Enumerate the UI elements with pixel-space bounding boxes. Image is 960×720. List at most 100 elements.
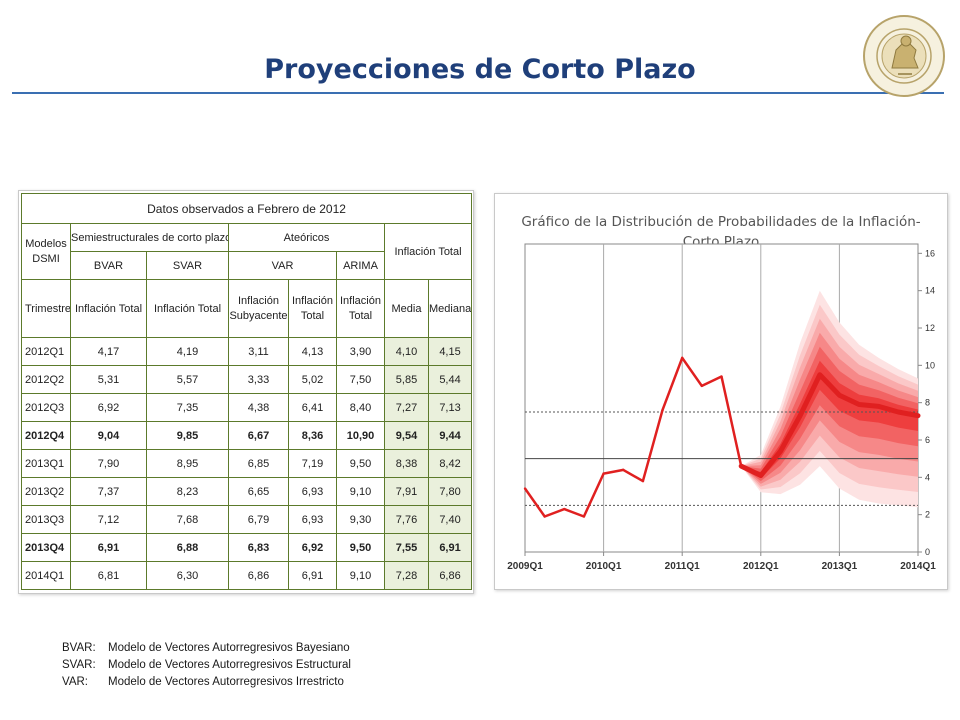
- table-cell: 8,38: [384, 449, 429, 478]
- x-tick-label: 2010Q1: [586, 561, 622, 572]
- x-tick-label: 2009Q1: [507, 561, 543, 572]
- header-semiestructurales: Semiestructurales de corto plazo: [70, 223, 229, 252]
- table-row: 2013Q3 7,12 7,68 6,79 6,93 9,30 7,76 7,40: [21, 505, 473, 534]
- table-cell: 5,44: [427, 365, 473, 394]
- table-cell: 6,93: [288, 477, 337, 506]
- table-cell: 9,50: [336, 449, 385, 478]
- header-trimestre: Trimestre: [21, 279, 71, 338]
- table-cell: 6,92: [288, 533, 337, 562]
- footnote-svar: SVAR: Modelo de Vectores Autorregresivos …: [62, 659, 351, 671]
- y-tick-label: 14: [925, 286, 935, 296]
- table-cell: 8,36: [288, 421, 337, 450]
- table-cell: 4,19: [146, 337, 229, 366]
- table-cell: 9,50: [336, 533, 385, 562]
- header-col-var-sub: Inflación Subyacente: [228, 279, 289, 338]
- header-bvar: BVAR: [70, 251, 147, 280]
- x-tick-label: 2011Q1: [665, 561, 700, 572]
- table-cell: 7,27: [384, 393, 429, 422]
- footnotes: BVAR: Modelo de Vectores Autorregresivos …: [62, 640, 351, 691]
- header-models: Modelos DSMI: [21, 223, 71, 280]
- data-point: [523, 487, 527, 490]
- data-point: [779, 450, 782, 453]
- y-tick-label: 0: [925, 547, 930, 557]
- y-tick-label: 2: [925, 510, 930, 520]
- table-cell: 5,02: [288, 365, 337, 394]
- table-cell: 7,50: [336, 365, 385, 394]
- data-point: [877, 405, 880, 408]
- footnote-bvar: BVAR: Modelo de Vectores Autorregresivos …: [62, 642, 350, 654]
- header-col-var-total: Inflación Total: [288, 279, 337, 338]
- table-cell: 7,13: [427, 393, 473, 422]
- table-cell: 10,90: [336, 421, 385, 450]
- table-cell: 6,79: [228, 505, 289, 534]
- header-col-bvar: Inflación Total: [70, 279, 147, 338]
- data-point: [681, 356, 684, 360]
- header-col-svar: Inflación Total: [146, 279, 229, 338]
- x-tick-label: 2014Q1: [900, 561, 936, 572]
- table-cell: 7,90: [70, 449, 147, 478]
- y-tick-label: 6: [925, 435, 930, 445]
- table-cell: 6,83: [228, 533, 289, 562]
- data-point: [582, 515, 586, 518]
- data-point: [641, 479, 645, 483]
- table-cell: 6,30: [146, 561, 229, 590]
- table-cell-quarter: 2012Q1: [21, 337, 71, 366]
- table-cell-quarter: 2013Q3: [21, 505, 71, 534]
- forecast-table: Datos observados a Febrero de 2012 Model…: [20, 193, 473, 590]
- forecast-table-panel: Datos observados a Febrero de 2012 Model…: [18, 190, 474, 594]
- table-row: 2012Q1 4,17 4,19 3,11 4,13 3,90 4,10 4,15: [21, 337, 473, 366]
- fan-chart: 2009Q1 2010Q1 2011Q1 2012Q1 2013Q1 2014Q1 0 2 4 6…: [507, 243, 936, 572]
- data-point: [818, 373, 821, 376]
- table-cell: 8,23: [146, 477, 229, 506]
- y-tick-label: 8: [925, 398, 930, 408]
- inflation-median-projection: [738, 372, 921, 478]
- table-cell: 6,85: [228, 449, 289, 478]
- table-cell: 9,44: [427, 421, 473, 450]
- table-cell-quarter: 2012Q4: [21, 421, 71, 450]
- table-cell: 4,10: [384, 337, 429, 366]
- table-cell: 7,80: [427, 477, 473, 506]
- table-cell: 6,91: [427, 533, 473, 562]
- data-point: [739, 464, 743, 468]
- y-tick-label: 10: [925, 360, 935, 370]
- y-tick-label: 4: [925, 472, 930, 482]
- table-cell: 9,10: [336, 561, 385, 590]
- table-cell: 7,19: [288, 449, 337, 478]
- data-point: [543, 515, 546, 518]
- table-cell: 9,85: [146, 421, 229, 450]
- table-row: 2013Q4 6,91 6,88 6,83 6,92 9,50 7,55 6,91: [21, 533, 473, 562]
- table-cell: 5,57: [146, 365, 229, 394]
- inflation-history-line: [523, 356, 743, 518]
- data-point: [916, 414, 920, 417]
- data-point: [563, 507, 566, 511]
- table-cell: 8,40: [336, 393, 385, 422]
- central-bank-logo: [863, 15, 945, 97]
- header-var: VAR: [228, 251, 337, 280]
- table-cell: 6,91: [70, 533, 147, 562]
- table-row: 2014Q1 6,81 6,30 6,86 6,91 9,10 7,28 6,86: [21, 561, 473, 590]
- table-cell: 4,38: [228, 393, 289, 422]
- table-cell-quarter: 2013Q1: [21, 449, 71, 478]
- header-svar: SVAR: [146, 251, 229, 280]
- table-cell: 5,31: [70, 365, 147, 394]
- table-cell: 6,91: [288, 561, 337, 590]
- table-cell-quarter: 2014Q1: [21, 561, 71, 590]
- table-cell: 9,30: [336, 505, 385, 534]
- table-cell: 5,85: [384, 365, 429, 394]
- table-cell: 4,17: [70, 337, 147, 366]
- table-cell: 7,28: [384, 561, 429, 590]
- page-title: Proyecciones de Corto Plazo: [264, 54, 696, 85]
- data-point: [661, 408, 664, 412]
- data-point: [857, 403, 861, 406]
- table-cell: 6,88: [146, 533, 229, 562]
- fan-chart-panel: Gráfico de la Distribución de Probabilid…: [494, 193, 948, 590]
- header-media: Media: [384, 279, 429, 338]
- data-point: [700, 384, 704, 388]
- table-cell-quarter: 2013Q4: [21, 533, 71, 562]
- table-row: 2013Q1 7,90 8,95 6,85 7,19 9,50 8,38 8,42: [21, 449, 473, 478]
- table-row: 2012Q3 6,92 7,35 4,38 6,41 8,40 7,27 7,13: [21, 393, 473, 422]
- data-point: [759, 474, 762, 477]
- data-point: [897, 410, 900, 414]
- y-tick-label: 12: [925, 323, 935, 333]
- table-row: 2013Q2 7,37 8,23 6,65 6,93 9,10 7,91 7,80: [21, 477, 473, 506]
